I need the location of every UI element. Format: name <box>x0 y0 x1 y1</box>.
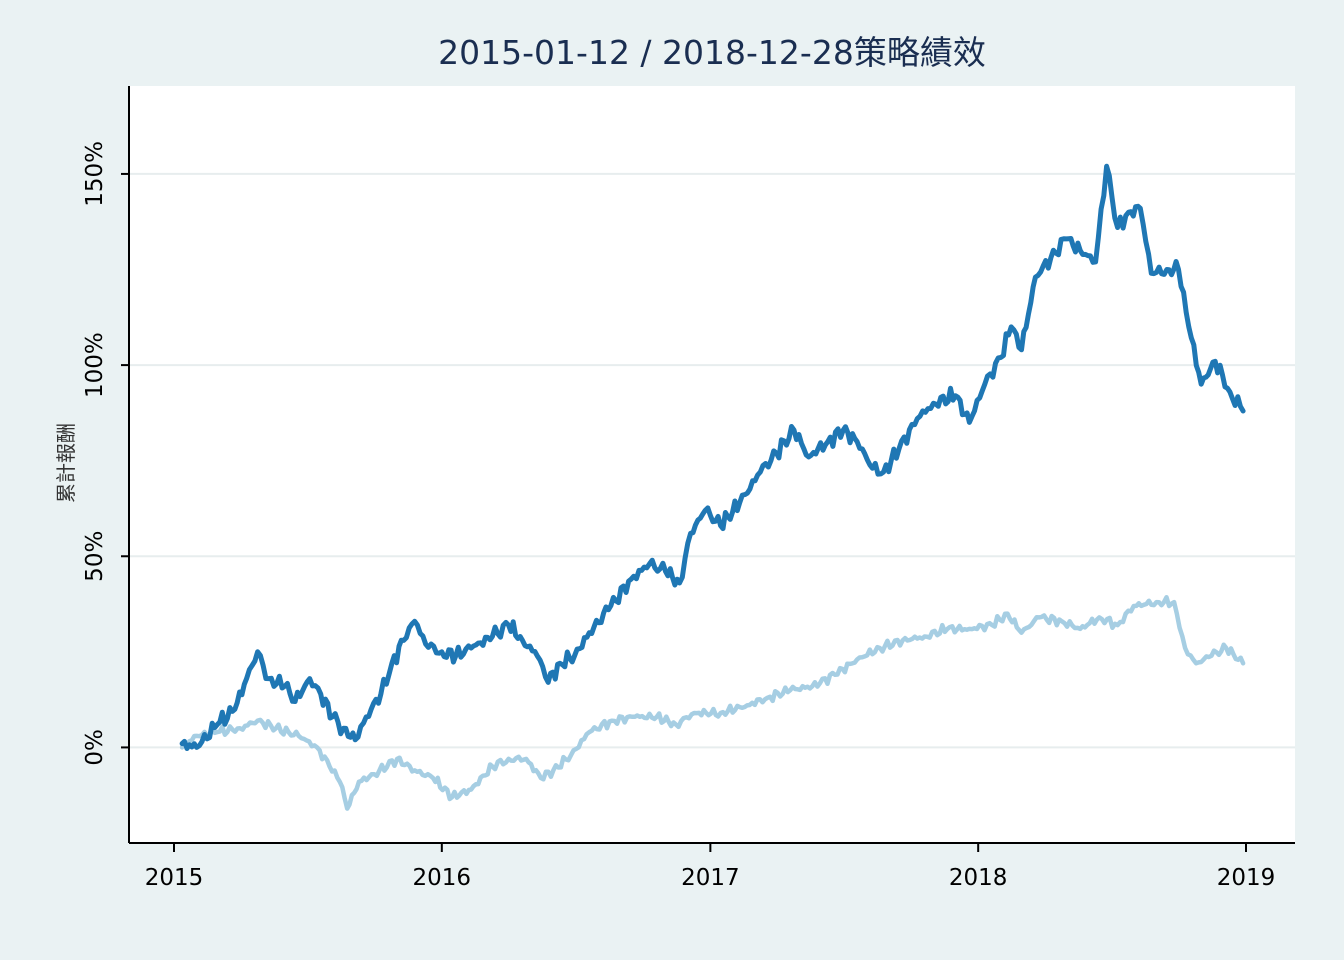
y-axis-label: 累計報酬 <box>54 423 78 503</box>
x-tick-label: 2017 <box>681 865 740 891</box>
x-tick-label: 2018 <box>949 865 1008 891</box>
chart-title: 2015-01-12 / 2018-12-28策略績效 <box>438 33 986 72</box>
gridlines <box>129 172 1295 749</box>
series-lines <box>179 163 1246 811</box>
x-tick-label: 2016 <box>413 865 472 891</box>
x-tick-label: 2015 <box>145 865 204 891</box>
plot-area <box>129 86 1295 843</box>
y-tick-label: 50% <box>82 531 108 582</box>
x-axis-ticks: 2015 2016 2017 2018 2019 <box>145 843 1276 891</box>
y-tick-label: 0% <box>82 729 108 766</box>
x-tick-label: 2019 <box>1217 865 1276 891</box>
series-line-benchmark <box>179 595 1246 811</box>
y-tick-label: 150% <box>82 141 108 207</box>
y-axis-ticks: 0% 50% 100% 150% <box>82 141 129 766</box>
y-tick-label: 100% <box>82 332 108 398</box>
series-line-strategy <box>179 163 1246 751</box>
